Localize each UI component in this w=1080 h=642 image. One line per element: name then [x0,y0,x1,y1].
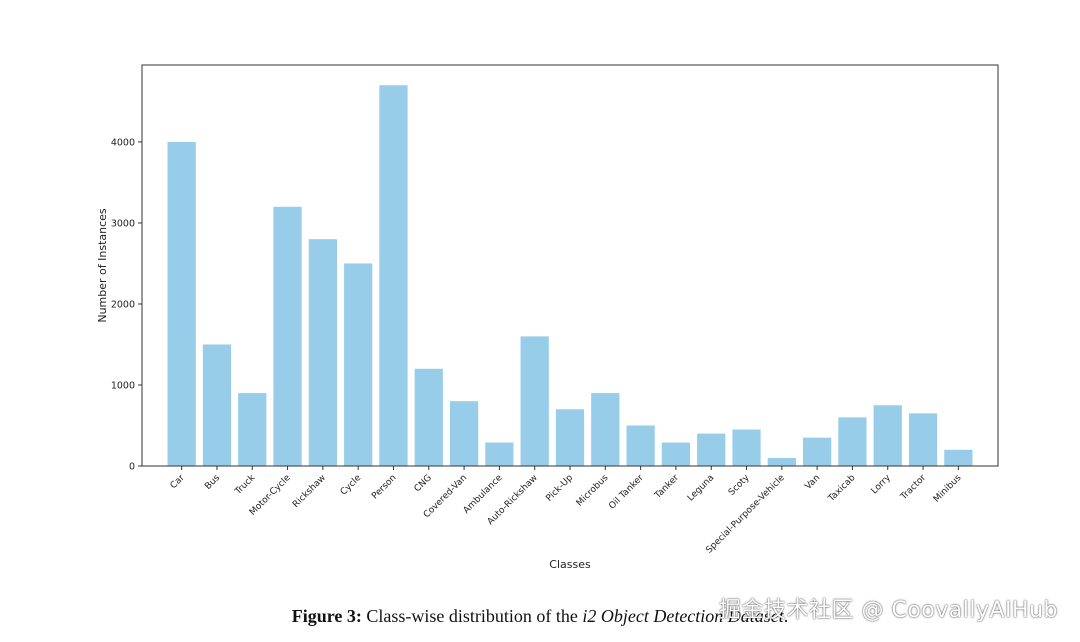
caption-end: . [783,606,789,626]
bar-tractor [908,413,938,466]
bar-car [167,141,196,466]
bar-microbus [591,393,620,466]
y-tick-label: 1000 [111,380,135,391]
bar-tanker [661,442,691,466]
y-axis-label: Number of Instances [96,208,109,323]
x-tick-label: Scoty [727,473,752,498]
x-tick-label: Bus [203,473,222,492]
bar-taxicab [838,417,867,466]
bar-ambulance [485,442,514,466]
bar-van [803,437,832,466]
bar-rickshaw [308,239,337,466]
x-tick-label: Lorry [870,473,894,497]
x-tick-label: Oil Tanker [607,473,646,512]
bar-pick-up [555,409,585,466]
x-tick-label: Person [370,473,398,501]
bar-motor-cycle [273,206,302,466]
x-tick-label: Pick-Up [544,473,575,504]
y-tick-label: 2000 [111,299,135,310]
x-tick-label: Truck [233,473,258,498]
y-tick-label: 4000 [111,137,135,148]
x-axis-label: Classes [549,558,591,571]
watermark: 掘金技术社区 @ CoovallyAIHub [718,598,1058,623]
bar-covered-van [449,401,479,466]
y-tick-label: 0 [129,462,135,473]
plot-frame [141,64,999,467]
bar-lorry [873,405,902,466]
x-tick-label: Taxicab [826,473,858,505]
x-tick-label: Car [169,473,187,491]
x-tick-label: Van [803,473,822,492]
x-tick-label: Minibus [932,473,964,505]
bar-special-purpose-vehicle [767,457,796,466]
figure-caption: Figure 3: Class-wise distribution of the… [0,606,1080,627]
x-tick-label: Cycle [339,473,364,498]
x-tick-label: Tanker [652,473,681,502]
bar-person [379,85,408,466]
x-tick-label: CNG [413,473,434,494]
x-tick-label: Leguna [686,473,716,503]
caption-text: Class-wise distribution of the [361,606,583,626]
x-tick-label: Microbus [575,473,611,509]
x-tick-label: Rickshaw [291,473,328,510]
bar-cng [414,368,443,466]
bar-auto-rickshaw [520,336,549,466]
y-tick-label: 3000 [111,218,135,229]
caption-dataset-name: i2 Object Detection Dataset [582,606,784,626]
x-tick-label: Tractor [898,473,928,503]
bar-bus [202,344,232,466]
bar-oil-tanker [626,425,655,466]
caption-label: Figure 3: [291,606,362,626]
bar-truck [238,393,267,466]
bar-cycle [344,263,373,466]
bar-leguna [697,433,726,466]
bar-scoty [732,429,761,466]
bar-minibus [944,449,973,466]
